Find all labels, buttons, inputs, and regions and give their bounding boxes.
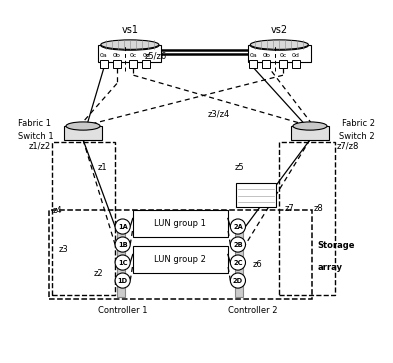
Circle shape xyxy=(230,273,246,288)
Text: 0a: 0a xyxy=(250,53,257,58)
Bar xyxy=(52,142,116,295)
Bar xyxy=(291,126,329,140)
Bar xyxy=(248,45,311,62)
Text: z4: z4 xyxy=(52,206,62,215)
Text: LUN group 2: LUN group 2 xyxy=(154,255,206,264)
Text: 2B: 2B xyxy=(233,241,243,248)
Text: z3: z3 xyxy=(59,245,69,254)
Text: vs2: vs2 xyxy=(271,25,288,35)
Ellipse shape xyxy=(101,40,159,49)
Text: 0b: 0b xyxy=(113,53,121,58)
Circle shape xyxy=(230,237,246,252)
Bar xyxy=(279,142,335,295)
Text: z1: z1 xyxy=(97,163,107,172)
Text: Fabric 1: Fabric 1 xyxy=(18,119,51,129)
Text: 1A: 1A xyxy=(118,224,128,229)
Bar xyxy=(113,60,121,68)
Text: z8: z8 xyxy=(314,204,323,213)
Text: 1B: 1B xyxy=(118,241,127,248)
Bar xyxy=(117,225,125,297)
Text: array: array xyxy=(317,263,342,272)
Text: 2D: 2D xyxy=(233,278,243,284)
Circle shape xyxy=(230,219,246,234)
Text: z5: z5 xyxy=(234,163,244,172)
Text: LUN group 1: LUN group 1 xyxy=(154,219,206,228)
Bar xyxy=(235,225,243,297)
Text: z7: z7 xyxy=(285,204,294,213)
Text: 0a: 0a xyxy=(100,53,108,58)
Circle shape xyxy=(115,219,130,234)
Text: 0d: 0d xyxy=(143,53,151,58)
Bar xyxy=(64,126,102,140)
Text: z5/z6: z5/z6 xyxy=(144,51,167,60)
Text: 0c: 0c xyxy=(130,53,137,58)
Bar xyxy=(143,60,151,68)
Ellipse shape xyxy=(250,41,309,50)
Bar xyxy=(263,60,270,68)
Text: z7/z8: z7/z8 xyxy=(337,142,359,151)
Ellipse shape xyxy=(293,122,327,130)
Text: Fabric 2: Fabric 2 xyxy=(342,119,375,129)
Text: 2A: 2A xyxy=(233,224,243,229)
Text: 0b: 0b xyxy=(263,53,270,58)
Circle shape xyxy=(115,273,130,288)
Text: z2: z2 xyxy=(94,269,103,278)
Bar xyxy=(236,183,276,207)
Bar xyxy=(100,60,108,68)
Text: 0d: 0d xyxy=(292,53,300,58)
Text: z6: z6 xyxy=(252,260,262,269)
Text: Switch 1: Switch 1 xyxy=(18,132,54,141)
Ellipse shape xyxy=(250,40,309,49)
Ellipse shape xyxy=(101,41,159,50)
Text: 2C: 2C xyxy=(233,260,242,266)
Circle shape xyxy=(115,237,130,252)
Text: Switch 2: Switch 2 xyxy=(339,132,375,141)
Circle shape xyxy=(115,255,130,270)
Bar xyxy=(98,45,162,62)
Text: vs1: vs1 xyxy=(121,25,138,35)
Bar xyxy=(133,210,228,237)
Text: 1C: 1C xyxy=(118,260,127,266)
Bar xyxy=(250,60,257,68)
Bar xyxy=(292,60,300,68)
Text: 1D: 1D xyxy=(118,278,128,284)
Text: z1/z2: z1/z2 xyxy=(28,142,51,151)
Bar xyxy=(49,210,312,299)
Text: 0c: 0c xyxy=(279,53,286,58)
Text: z3/z4: z3/z4 xyxy=(207,110,230,118)
Text: Controller 2: Controller 2 xyxy=(228,306,277,315)
Text: Storage: Storage xyxy=(317,241,354,250)
Text: Controller 1: Controller 1 xyxy=(98,306,147,315)
Ellipse shape xyxy=(66,122,100,130)
Circle shape xyxy=(230,255,246,270)
Bar xyxy=(130,60,138,68)
Bar xyxy=(133,246,228,273)
Bar xyxy=(279,60,287,68)
